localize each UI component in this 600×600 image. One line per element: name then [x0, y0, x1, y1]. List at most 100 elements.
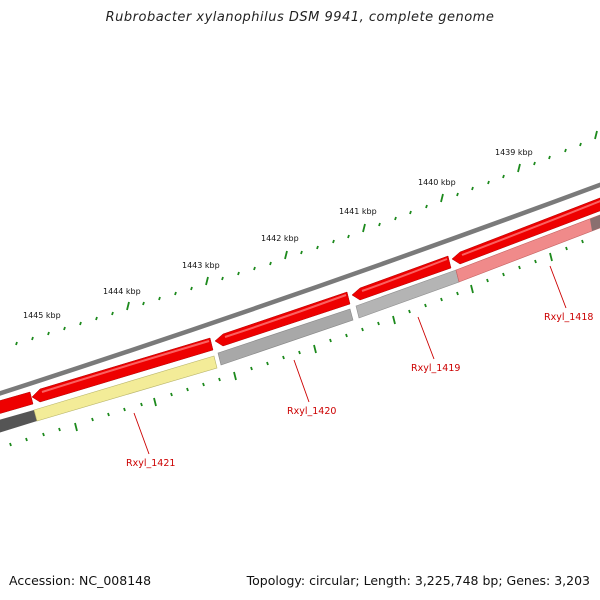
- outer-tick: [440, 193, 444, 203]
- outer-tick: [425, 204, 428, 209]
- outer-tick: [190, 286, 193, 291]
- inner-tick: [42, 432, 45, 437]
- inner-tick: [266, 361, 269, 366]
- cds-highlight: [361, 258, 448, 292]
- outer-tick: [347, 234, 350, 239]
- outer-tick: [284, 250, 288, 260]
- inner-tick: [250, 366, 253, 371]
- inner-tick: [361, 327, 364, 332]
- gene-bar-rxyl-1420[interactable]: [217, 308, 354, 366]
- outer-tick: [487, 180, 490, 185]
- outer-tick: [269, 261, 272, 266]
- inner-tick: [58, 427, 61, 432]
- inner-tick: [345, 333, 348, 338]
- gene-label-rxyl-1419[interactable]: Rxyl_1419: [411, 363, 460, 374]
- outer-tick: [111, 311, 114, 316]
- map-title: Rubrobacter xylanophilus DSM 9941, compl…: [105, 10, 495, 25]
- inner-tick: [329, 338, 332, 343]
- leader-rxyl-1420: [293, 359, 310, 403]
- outer-tick: [362, 223, 366, 233]
- gene-bar-rxyl-1421[interactable]: [33, 355, 218, 422]
- outer-tick: [456, 192, 459, 197]
- leader-rxyl-1419: [417, 316, 435, 360]
- inner-tick: [91, 417, 94, 422]
- outer-tick: [517, 163, 521, 173]
- outer-tick: [394, 216, 397, 221]
- gene-bar-dark-end[interactable]: [590, 213, 600, 231]
- outer-tick: [316, 245, 319, 250]
- outer-tick: [205, 276, 209, 286]
- scale-label-1445: 1445 kbp: [23, 311, 61, 320]
- scale-labels: 1439 kbp 1440 kbp 1441 kbp 1442 kbp 1443…: [23, 148, 533, 320]
- outer-tick: [300, 250, 303, 255]
- inner-tick: [313, 344, 317, 354]
- inner-tick: [534, 259, 537, 264]
- genome-backbone: [0, 182, 600, 396]
- inner-tick-track: [9, 239, 584, 447]
- outer-tick: [95, 316, 98, 321]
- inner-tick: [25, 437, 28, 442]
- outer-tick-track: [15, 130, 598, 346]
- inner-tick: [424, 303, 427, 308]
- outer-tick: [174, 291, 177, 296]
- outer-tick: [31, 336, 34, 341]
- outer-tick: [533, 161, 536, 166]
- inner-tick: [486, 278, 489, 283]
- gene-bar-rxyl-1418[interactable]: [455, 213, 600, 283]
- outer-tick: [502, 174, 505, 179]
- inner-tick: [107, 412, 110, 417]
- inner-tick: [470, 284, 474, 294]
- outer-tick: [158, 296, 161, 301]
- gene-label-rxyl-1420[interactable]: Rxyl_1420: [287, 406, 336, 417]
- outer-tick: [594, 130, 598, 140]
- inner-tick: [282, 355, 285, 360]
- scale-label-1439: 1439 kbp: [495, 148, 533, 157]
- inner-tick: [186, 387, 189, 392]
- inner-tick: [392, 315, 396, 325]
- inner-tick: [233, 371, 237, 381]
- leader-rxyl-1421: [133, 412, 150, 455]
- cds-highlight: [224, 294, 347, 338]
- scale-label-1441: 1441 kbp: [339, 207, 377, 216]
- inner-tick: [377, 321, 380, 326]
- inner-tick: [298, 350, 301, 355]
- inner-tick: [153, 397, 157, 407]
- gene-label-rxyl-1418[interactable]: Rxyl_1418: [544, 312, 593, 323]
- gene-label-rxyl-1421[interactable]: Rxyl_1421: [126, 458, 175, 469]
- cds-arrow[interactable]: [0, 391, 34, 415]
- outer-tick: [378, 222, 381, 227]
- inner-tick: [170, 392, 173, 397]
- inner-tick: [440, 297, 443, 302]
- inner-tick: [581, 239, 584, 244]
- outer-tick: [221, 276, 224, 281]
- gene-bar-dark[interactable]: [0, 410, 37, 434]
- cds-highlight: [41, 340, 210, 393]
- outer-tick: [63, 326, 66, 331]
- outer-tick: [15, 341, 18, 346]
- inner-tick: [456, 291, 459, 296]
- scale-label-1443: 1443 kbp: [182, 261, 220, 270]
- outer-tick: [471, 186, 474, 191]
- genome-summary-text: Topology: circular; Length: 3,225,748 bp…: [246, 573, 590, 588]
- leader-rxyl-1418: [549, 265, 567, 309]
- outer-tick: [579, 142, 582, 147]
- cds-track-forward: [0, 197, 600, 415]
- inner-tick: [502, 272, 505, 277]
- gene-label-leaders: [133, 265, 567, 455]
- inner-tick: [218, 377, 221, 382]
- inner-tick: [408, 309, 411, 314]
- gene-track: [0, 213, 600, 434]
- scale-label-1442: 1442 kbp: [261, 234, 299, 243]
- scale-label-1444: 1444 kbp: [103, 287, 141, 296]
- outer-tick: [332, 239, 335, 244]
- inner-tick: [9, 442, 12, 447]
- outer-tick: [548, 155, 551, 160]
- outer-tick: [47, 331, 50, 336]
- scale-label-1440: 1440 kbp: [418, 178, 456, 187]
- inner-tick: [549, 252, 553, 262]
- outer-tick: [79, 321, 82, 326]
- inner-tick: [140, 402, 143, 407]
- inner-tick: [565, 246, 568, 251]
- inner-tick: [518, 265, 521, 270]
